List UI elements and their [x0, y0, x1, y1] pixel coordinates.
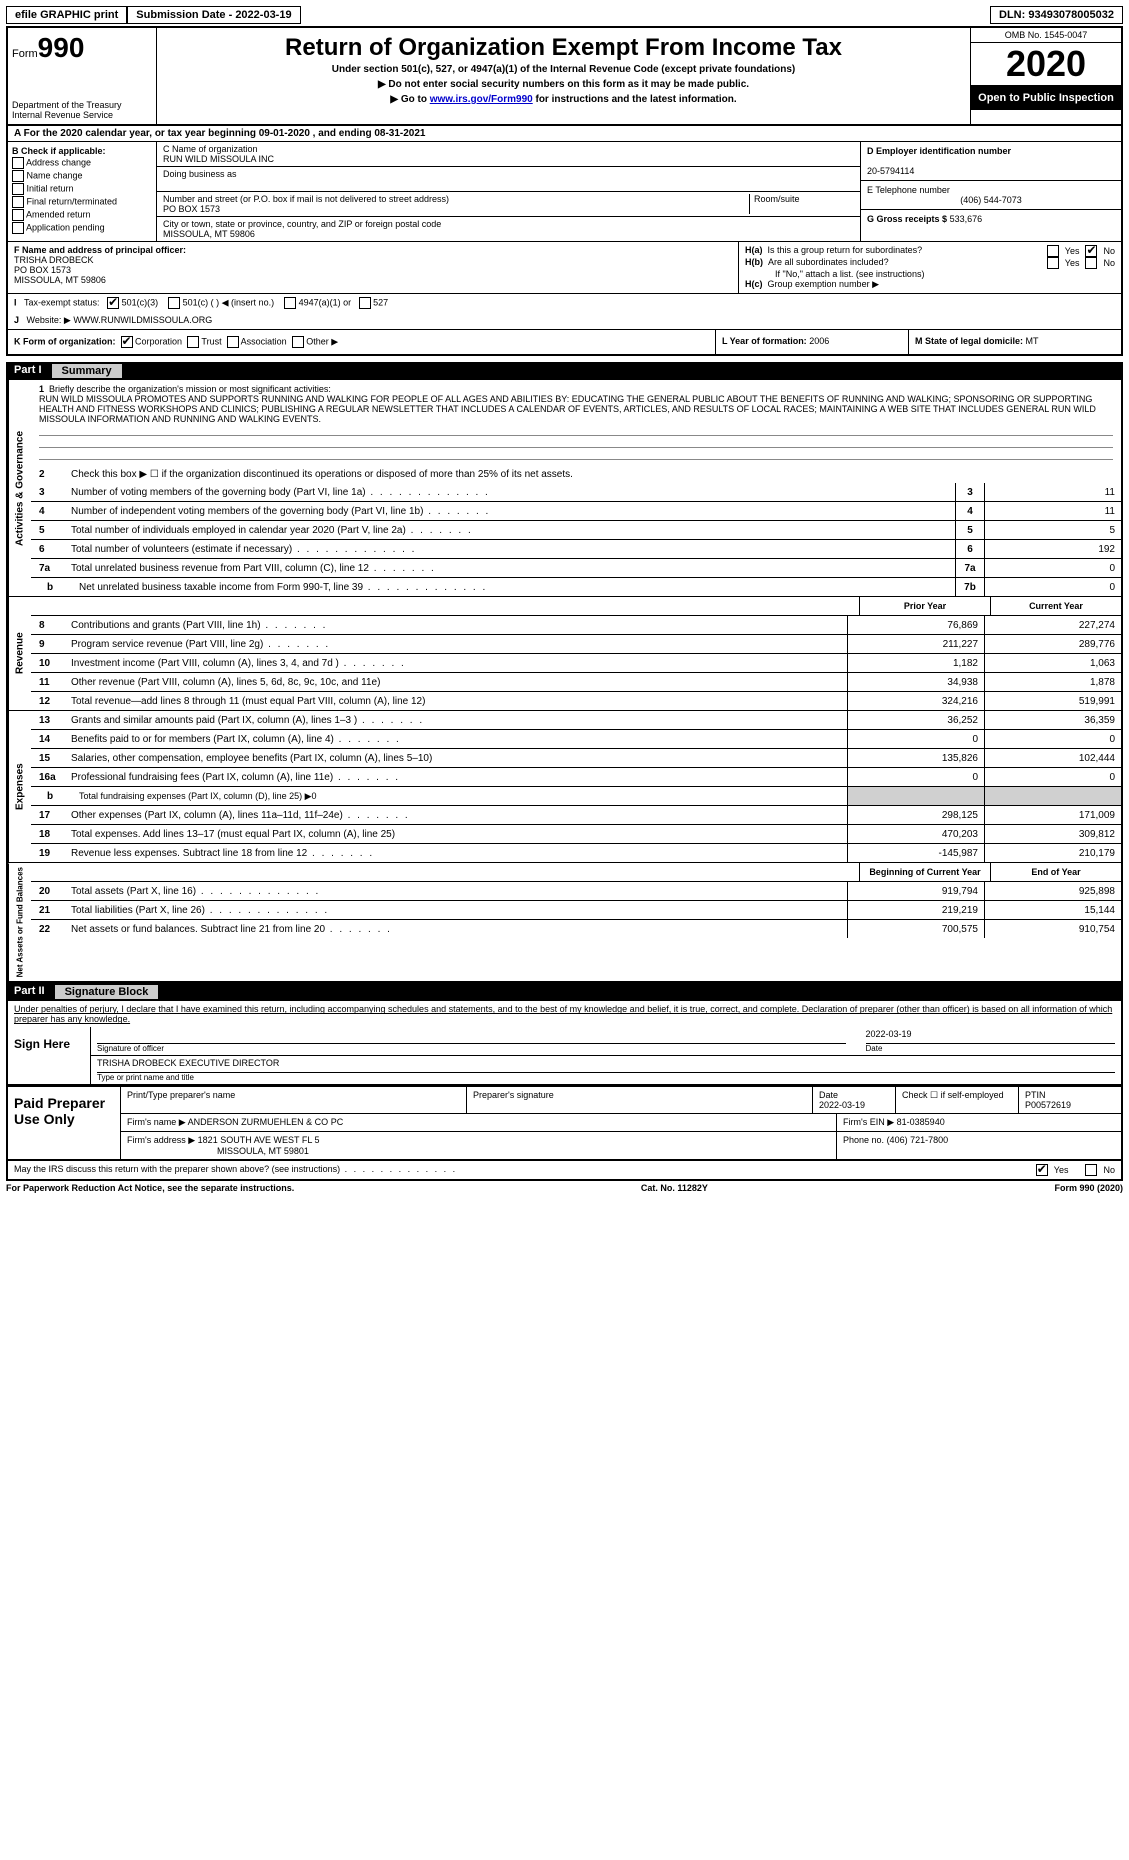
- info-grid: B Check if applicable: Address change Na…: [6, 142, 1123, 242]
- ptin: P00572619: [1025, 1100, 1071, 1110]
- section-b: B Check if applicable: Address change Na…: [8, 142, 157, 241]
- firm-ein: 81-0385940: [897, 1117, 945, 1127]
- ein: 20-5794114: [867, 166, 914, 176]
- officer-name: TRISHA DROBECK EXECUTIVE DIRECTOR: [97, 1058, 1115, 1073]
- chk-assoc[interactable]: [227, 336, 239, 348]
- paid-preparer: Paid Preparer Use Only Print/Type prepar…: [6, 1086, 1123, 1161]
- org-address: PO BOX 1573: [163, 204, 220, 214]
- part1-body: Activities & Governance 1 Briefly descri…: [6, 380, 1123, 983]
- period-a: A For the 2020 calendar year, or tax yea…: [6, 126, 1123, 142]
- hb-no[interactable]: [1085, 257, 1097, 269]
- penalties-text: Under penalties of perjury, I declare th…: [8, 1001, 1121, 1027]
- website: WWW.RUNWILDMISSOULA.ORG: [73, 315, 212, 326]
- chk-527[interactable]: [359, 297, 371, 309]
- dept-treasury: Department of the Treasury Internal Reve…: [12, 100, 152, 120]
- part1-header: Part I Summary: [6, 362, 1123, 380]
- org-name: RUN WILD MISSOULA INC: [163, 154, 274, 164]
- irs-link[interactable]: www.irs.gov/Form990: [430, 94, 533, 105]
- state-domicile: MT: [1026, 336, 1039, 346]
- chk-address-change[interactable]: [12, 157, 24, 169]
- ssn-note: ▶ Do not enter social security numbers o…: [161, 79, 966, 90]
- mission-text: RUN WILD MISSOULA PROMOTES AND SUPPORTS …: [39, 394, 1096, 424]
- sig-date: 2022-03-19: [866, 1029, 1116, 1044]
- firm-phone: (406) 721-7800: [887, 1135, 949, 1145]
- footer: For Paperwork Reduction Act Notice, see …: [6, 1181, 1123, 1195]
- paid-prep-label: Paid Preparer Use Only: [8, 1087, 121, 1159]
- chk-amended[interactable]: [12, 209, 24, 221]
- side-net-assets: Net Assets or Fund Balances: [8, 863, 31, 981]
- row-klm: K Form of organization: Corporation Trus…: [6, 330, 1123, 356]
- section-d: D Employer identification number20-57941…: [861, 142, 1121, 241]
- chk-app-pending[interactable]: [12, 222, 24, 234]
- discuss-row: May the IRS discuss this return with the…: [6, 1161, 1123, 1181]
- omb-number: OMB No. 1545-0047: [971, 28, 1121, 43]
- side-expenses: Expenses: [8, 711, 31, 862]
- firm-name: ANDERSON ZURMUEHLEN & CO PC: [188, 1117, 344, 1127]
- discuss-yes[interactable]: [1036, 1164, 1048, 1176]
- ha-no[interactable]: [1085, 245, 1097, 257]
- tax-year: 2020: [971, 43, 1121, 86]
- submission-date: Submission Date - 2022-03-19: [127, 6, 300, 24]
- signature-block: Under penalties of perjury, I declare th…: [6, 1001, 1123, 1086]
- telephone: (406) 544-7073: [867, 195, 1115, 205]
- chk-final-return[interactable]: [12, 196, 24, 208]
- row-j: J Website: ▶ WWW.RUNWILDMISSOULA.ORG: [6, 312, 1123, 330]
- side-revenue: Revenue: [8, 597, 31, 710]
- discuss-no[interactable]: [1085, 1164, 1097, 1176]
- dln: DLN: 93493078005032: [990, 6, 1123, 24]
- goto-note: ▶ Go to www.irs.gov/Form990 for instruct…: [161, 94, 966, 105]
- chk-501c3[interactable]: [107, 297, 119, 309]
- form-header: Form990 Department of the Treasury Inter…: [6, 26, 1123, 126]
- row-i: I Tax-exempt status: 501(c)(3) 501(c) ( …: [6, 294, 1123, 312]
- row-fh: F Name and address of principal officer:…: [6, 242, 1123, 294]
- chk-name-change[interactable]: [12, 170, 24, 182]
- side-governance: Activities & Governance: [8, 380, 31, 596]
- chk-4947[interactable]: [284, 297, 296, 309]
- efile-print-button[interactable]: efile GRAPHIC print: [6, 6, 127, 24]
- sign-here-label: Sign Here: [8, 1027, 91, 1084]
- section-c: C Name of organizationRUN WILD MISSOULA …: [157, 142, 861, 241]
- year-formation: 2006: [809, 336, 829, 346]
- chk-other[interactable]: [292, 336, 304, 348]
- ha-yes[interactable]: [1047, 245, 1059, 257]
- section-f: F Name and address of principal officer:…: [8, 242, 739, 293]
- org-city: MISSOULA, MT 59806: [163, 229, 255, 239]
- chk-trust[interactable]: [187, 336, 199, 348]
- section-h: H(a) Is this a group return for subordin…: [739, 242, 1121, 293]
- part2-header: Part II Signature Block: [6, 983, 1123, 1001]
- gross-receipts: 533,676: [950, 214, 983, 224]
- open-public: Open to Public Inspection: [971, 86, 1121, 110]
- form-number: Form990: [12, 32, 152, 64]
- chk-initial-return[interactable]: [12, 183, 24, 195]
- chk-501c[interactable]: [168, 297, 180, 309]
- top-bar: efile GRAPHIC print Submission Date - 20…: [6, 6, 1123, 24]
- hb-yes[interactable]: [1047, 257, 1059, 269]
- chk-corp[interactable]: [121, 336, 133, 348]
- form-title: Return of Organization Exempt From Incom…: [161, 34, 966, 62]
- form-subtitle: Under section 501(c), 527, or 4947(a)(1)…: [161, 64, 966, 75]
